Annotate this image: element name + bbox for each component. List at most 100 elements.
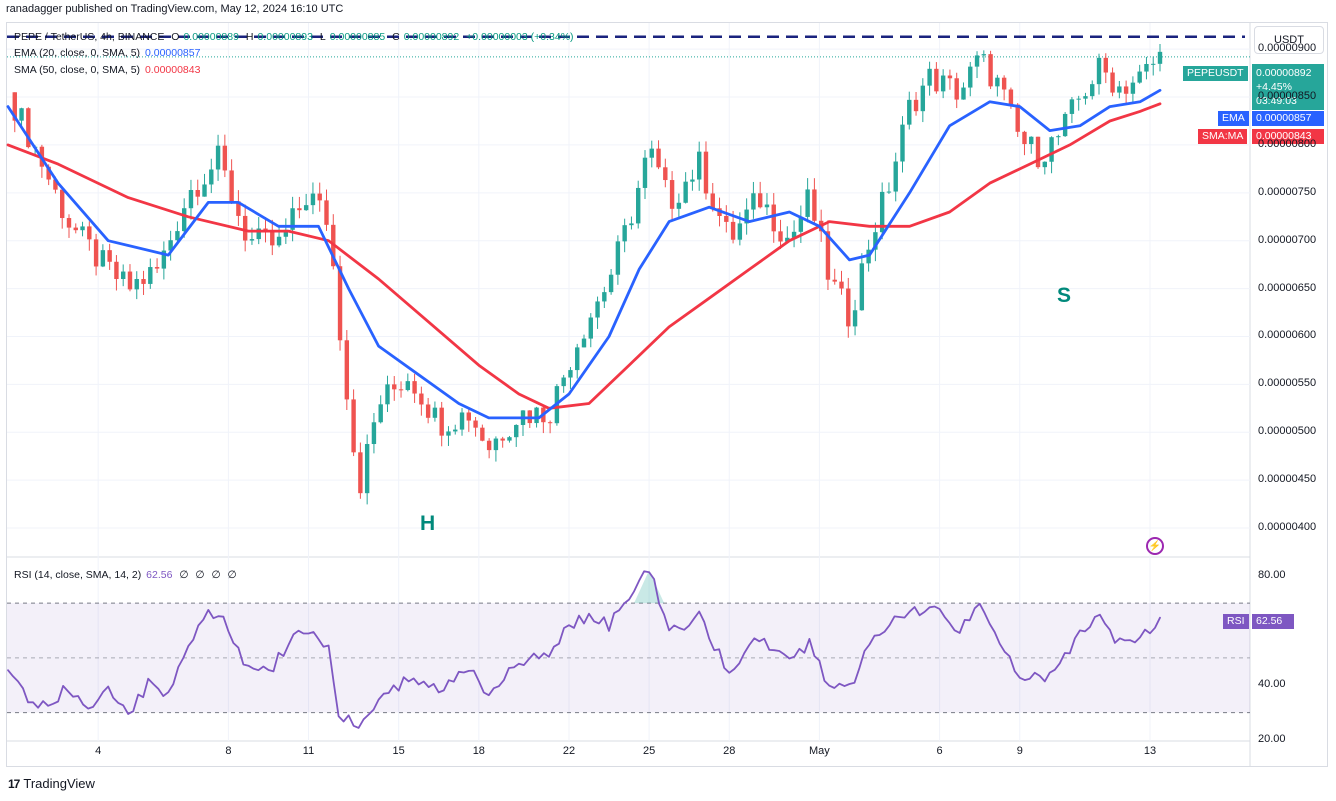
candle-body: [974, 55, 980, 67]
candle-body: [500, 438, 505, 441]
candle-body: [886, 191, 892, 193]
x-tick-label: 4: [95, 745, 102, 757]
candle-body: [669, 180, 675, 209]
candle-body: [1123, 86, 1129, 94]
candle-body: [1090, 84, 1095, 97]
candle-body: [236, 201, 241, 216]
rsi-tick-label: 80.00: [1258, 568, 1286, 581]
candle-body: [615, 241, 621, 275]
candle-body: [703, 151, 709, 194]
candle-body: [364, 444, 370, 494]
candle-body: [337, 266, 343, 341]
candle-body: [209, 169, 214, 185]
ema-legend[interactable]: EMA (20, close, 0, SMA, 5) 0.00000857: [14, 47, 200, 59]
candle-body: [26, 108, 31, 148]
candle-body: [778, 231, 783, 242]
candle-body: [602, 292, 607, 302]
candle-body: [493, 438, 499, 451]
candle-body: [486, 440, 492, 451]
candle-body: [1049, 137, 1054, 162]
candle-body: [656, 148, 661, 168]
candle-body: [676, 202, 682, 209]
candle-body: [927, 68, 932, 86]
candle-body: [473, 420, 478, 428]
rsi-line: [7, 570, 1161, 729]
candle-body: [175, 231, 180, 241]
currency-selector[interactable]: USDT: [1254, 26, 1324, 54]
candle-body: [215, 145, 221, 170]
candle-body: [1042, 161, 1047, 168]
ema-20-line: [6, 88, 1162, 420]
close-key: C: [392, 31, 400, 43]
candle-body: [107, 250, 112, 262]
shoulder-annotation: S: [1057, 284, 1072, 307]
candle-body: [961, 87, 966, 100]
candle-body: [168, 240, 173, 251]
sma-legend[interactable]: SMA (50, close, 0, SMA, 5) 0.00000843: [14, 64, 200, 76]
low-value: 0.00000885: [329, 31, 386, 43]
candle-body: [378, 404, 383, 423]
candle-body: [568, 370, 573, 378]
x-tick-label: 11: [302, 745, 315, 757]
candle-body: [80, 226, 85, 231]
candle-body: [934, 68, 939, 92]
candle-body: [622, 225, 627, 242]
candle-body: [297, 208, 302, 211]
candle-body: [852, 310, 858, 327]
candle-body: [195, 190, 200, 197]
candle-body: [947, 75, 953, 79]
candle-body: [812, 189, 817, 221]
candle-body: [344, 340, 350, 400]
candle-body: [730, 221, 736, 240]
candle-body: [1151, 63, 1156, 65]
y-tick-label: 0.00000650: [1258, 281, 1317, 294]
candle-body: [1056, 136, 1061, 138]
candle-body: [1137, 71, 1142, 83]
candle-body: [683, 181, 688, 203]
y-tick-label: 0.00000400: [1258, 521, 1317, 534]
x-tick-label: 25: [642, 745, 656, 757]
candle-body: [907, 99, 912, 125]
close-value: 0.00000892: [403, 31, 460, 43]
candle-body: [154, 267, 160, 269]
rsi-legend[interactable]: RSI (14, close, SMA, 14, 2) 62.56 ∅ ∅ ∅ …: [14, 569, 239, 581]
candle-body: [181, 208, 187, 232]
candle-body: [1157, 51, 1163, 64]
flash-icon[interactable]: ⚡: [1146, 537, 1164, 555]
candle-body: [642, 157, 648, 188]
candle-body: [134, 279, 139, 290]
candle-body: [846, 288, 851, 327]
footer-brand[interactable]: 17 TradingView: [8, 776, 95, 791]
candle-body: [317, 193, 322, 201]
candle-body: [66, 218, 72, 228]
candle-body: [439, 407, 444, 436]
candle-body: [100, 250, 106, 267]
candle-body: [1069, 99, 1075, 114]
tradingview-logo: 17: [8, 776, 20, 791]
candle-body: [920, 85, 926, 112]
x-tick-label: 18: [472, 745, 485, 757]
rsi-legend-label: RSI (14, close, SMA, 14, 2): [14, 569, 142, 581]
candle-body: [629, 223, 634, 226]
candle-body: [724, 215, 729, 222]
candle-body: [1096, 57, 1102, 85]
candle-body: [507, 437, 512, 441]
candle-body: [425, 404, 431, 418]
sma-50-line: [6, 102, 1162, 410]
last-price-box: 0.00000892 +4.45% 03:49:03: [1252, 64, 1324, 110]
candle-body: [575, 347, 580, 371]
candle-body: [1035, 136, 1041, 168]
rsi-legend-value: 62.56: [146, 569, 173, 581]
x-tick-label: 15: [392, 745, 405, 757]
ema-tag: EMA: [1218, 111, 1249, 126]
candle-body: [825, 231, 831, 280]
candle-body: [283, 229, 289, 237]
candle-body: [256, 228, 261, 240]
x-tick-label: 28: [723, 745, 736, 757]
candle-body: [480, 427, 485, 441]
candle-body: [1001, 77, 1007, 90]
candle-body: [893, 161, 898, 192]
candle-body: [371, 422, 377, 445]
candle-body: [324, 200, 329, 225]
